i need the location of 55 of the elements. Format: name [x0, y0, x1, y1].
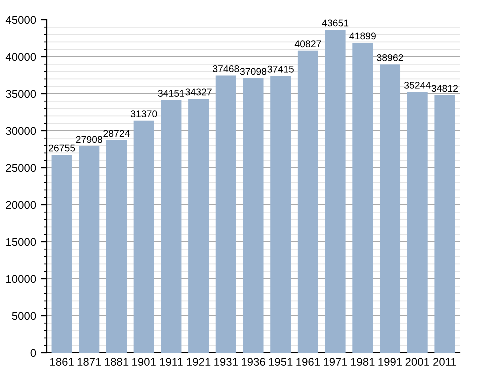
- data-label: 37098: [240, 68, 267, 76]
- x-tick-label: 1931: [214, 358, 238, 366]
- data-label: 38962: [377, 54, 404, 62]
- x-tick-label: 1961: [296, 358, 320, 366]
- data-label: 28724: [104, 130, 130, 138]
- data-label: 34151: [158, 90, 184, 97]
- x-tick-label: 1951: [269, 358, 293, 366]
- y-tick-label: 30000: [6, 127, 36, 136]
- bar: [216, 76, 236, 353]
- y-tick-label: 35000: [6, 90, 36, 98]
- bar: [243, 78, 264, 353]
- y-tick-label: 5000: [12, 312, 36, 320]
- x-tick-label: 2001: [406, 358, 430, 366]
- bar: [106, 140, 127, 353]
- x-tick-label: 1971: [324, 358, 348, 366]
- data-label: 40827: [294, 40, 322, 48]
- x-tick-label: 1911: [160, 358, 183, 366]
- x-tick-label: 2011: [434, 358, 456, 366]
- bar: [161, 100, 182, 353]
- x-tick-label: 1921: [187, 358, 211, 366]
- data-label: 34327: [186, 88, 212, 96]
- data-label: 37415: [268, 66, 294, 73]
- data-label: 31370: [130, 110, 158, 118]
- x-tick-label: 1936: [242, 358, 266, 366]
- data-label: 43651: [322, 20, 349, 27]
- x-tick-label: 1901: [132, 358, 156, 366]
- data-label: 41899: [350, 32, 376, 40]
- y-tick-label: 40000: [6, 53, 36, 62]
- data-label: 37468: [213, 66, 240, 72]
- bar: [325, 30, 346, 353]
- x-tick-label: 1991: [378, 358, 402, 366]
- bar: [52, 155, 72, 353]
- x-tick-label: 1861: [50, 358, 74, 366]
- bar: [79, 146, 100, 353]
- y-tick-label: 25000: [6, 164, 36, 172]
- data-label: 35244: [404, 82, 431, 89]
- bar: [270, 76, 292, 353]
- bar: [380, 64, 401, 353]
- bar: [434, 95, 456, 353]
- bar: [134, 120, 154, 353]
- y-tick-label: 15000: [6, 238, 36, 246]
- y-tick-label: 10000: [6, 275, 36, 284]
- data-label: 27908: [76, 136, 102, 144]
- data-label: 34812: [432, 85, 458, 92]
- x-tick-label: 1881: [105, 358, 129, 366]
- bar: [298, 50, 318, 353]
- y-tick-label: 0: [30, 349, 36, 358]
- data-label: 26755: [49, 144, 76, 152]
- x-tick-label: 1981: [351, 358, 375, 366]
- bar: [188, 98, 210, 353]
- bar: [352, 42, 374, 353]
- bar: [407, 92, 428, 353]
- y-tick-label: 45000: [6, 16, 36, 24]
- y-tick-label: 20000: [6, 201, 36, 210]
- x-tick-label: 1871: [78, 358, 102, 366]
